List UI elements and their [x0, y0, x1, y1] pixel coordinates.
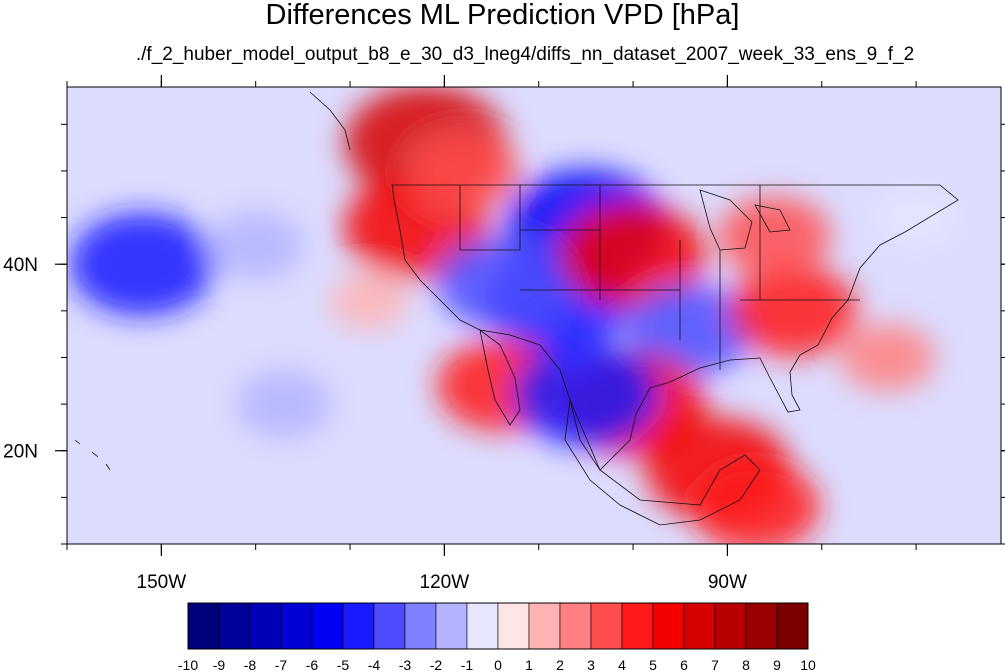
us-outline — [391, 184, 959, 471]
colorbar-label: -9 — [213, 657, 226, 672]
field-anomaly-19 — [840, 323, 936, 392]
lon-tick-label: 120W — [420, 572, 470, 593]
alaska-coast — [309, 91, 351, 151]
colorbar-swatch-0 — [187, 602, 220, 650]
field-anomaly-14 — [208, 211, 304, 280]
field-anomaly-20 — [876, 189, 956, 246]
baja-peninsula — [479, 329, 521, 426]
colorbar-label: 10 — [800, 657, 816, 672]
field-anomaly-13 — [69, 212, 216, 317]
map-frame — [66, 86, 1002, 545]
field-anomaly-7 — [625, 283, 755, 376]
colorbar-swatch-3 — [280, 602, 313, 650]
colorbar-label: -4 — [368, 657, 381, 672]
field-anomaly-9 — [718, 196, 831, 277]
country-borders — [74, 91, 959, 526]
colorbar-swatch-10 — [497, 602, 530, 650]
lat-tick-label: 40N — [3, 255, 38, 276]
field-anomaly-15 — [329, 273, 409, 330]
colorbar-label: 5 — [649, 657, 657, 672]
colorbar-label: -3 — [399, 657, 412, 672]
field-anomaly-16 — [236, 370, 332, 439]
colorbar-label: 3 — [587, 657, 595, 672]
mexico-outline — [564, 398, 761, 526]
colorbar: -10 -9 -8 -7 -6 -5 -4 -3 -2 -1 0 1 2 3 4 5 6 7 8 9 10 — [178, 602, 816, 672]
colorbar-swatch-6 — [373, 602, 406, 650]
colorbar-label: 4 — [618, 657, 626, 672]
colorbar-label: -2 — [430, 657, 443, 672]
field-anomaly-18 — [513, 342, 659, 447]
map-title: Differences ML Prediction VPD [hPa] — [265, 0, 740, 31]
colorbar-swatch-4 — [311, 602, 344, 650]
colorbar-swatch-18 — [745, 602, 778, 650]
colorbar-swatch-5 — [342, 602, 375, 650]
colorbar-swatch-19 — [776, 602, 809, 650]
map-field-area — [67, 87, 1001, 544]
colorbar-label: 0 — [494, 657, 502, 672]
great-lakes — [699, 189, 791, 251]
colorbar-swatch-11 — [528, 602, 561, 650]
state-lines — [459, 185, 860, 370]
colorbar-label: 2 — [556, 657, 564, 672]
field-anomaly-6 — [560, 202, 706, 307]
field-anomaly-12 — [691, 460, 821, 544]
colorbar-label: -8 — [244, 657, 257, 672]
hawaii-islands — [74, 439, 111, 471]
lon-tick-label: 90W — [708, 572, 747, 593]
colorbar-label: 7 — [711, 657, 719, 672]
lon-tick-label: 150W — [137, 572, 187, 593]
colorbar-label: 6 — [680, 657, 688, 672]
field-anomaly-2 — [407, 130, 520, 211]
colorbar-swatch-14 — [621, 602, 654, 650]
colorbar-swatch-8 — [435, 602, 468, 650]
colorbar-swatch-9 — [466, 602, 499, 650]
colorbar-swatch-7 — [404, 602, 437, 650]
colorbar-swatch-13 — [590, 602, 623, 650]
field-anomaly-5 — [436, 236, 566, 329]
map-ticks: 150W 120W 90W 40N 20N — [3, 75, 1005, 593]
colorbar-label: -1 — [461, 657, 474, 672]
colorbar-swatch-1 — [218, 602, 251, 650]
colorbar-label: -10 — [178, 657, 198, 672]
colorbar-swatch-12 — [559, 602, 592, 650]
colorbar-label: 8 — [742, 657, 750, 672]
map-subtitle: ./f_2_huber_model_output_b8_e_30_d3_lneg… — [135, 44, 915, 65]
colorbar-label: 1 — [525, 657, 533, 672]
lat-tick-label: 20N — [3, 442, 38, 463]
colorbar-swatch-16 — [683, 602, 716, 650]
colorbar-label: 9 — [773, 657, 781, 672]
difference-field — [69, 87, 956, 544]
colorbar-swatch-15 — [652, 602, 685, 650]
colorbar-frame — [187, 602, 809, 650]
colorbar-label: -5 — [337, 657, 350, 672]
colorbar-label: -7 — [275, 657, 288, 672]
colorbar-label: -6 — [306, 657, 319, 672]
field-anomaly-8 — [729, 264, 858, 357]
colorbar-swatch-17 — [714, 602, 747, 650]
colorbar-swatch-2 — [249, 602, 282, 650]
